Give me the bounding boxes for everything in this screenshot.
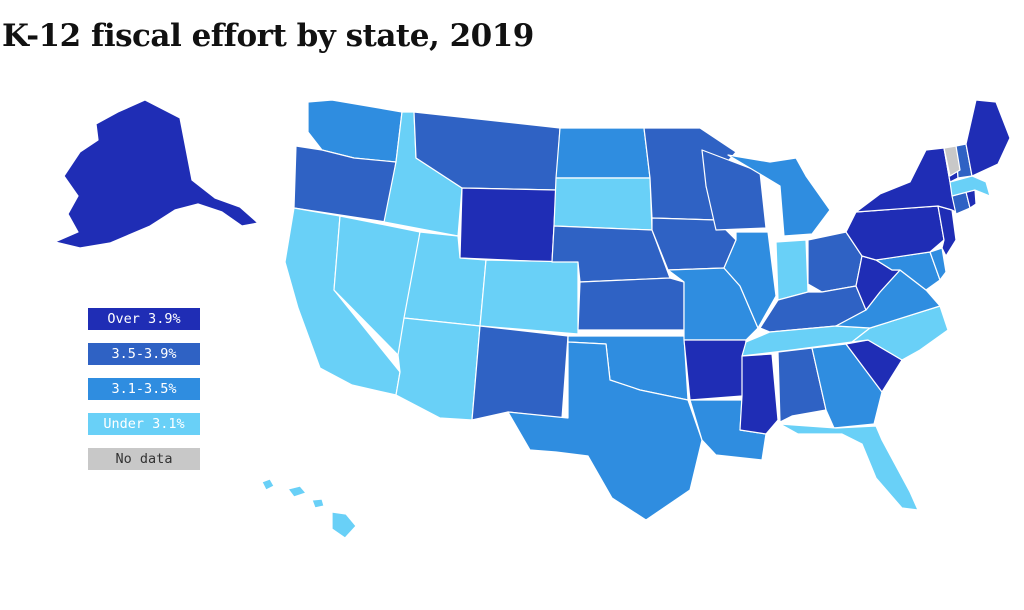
state-fl [779,423,919,511]
state-ny [855,147,957,213]
state-me [965,99,1011,177]
legend-item-under-3-1: Under 3.1% [88,413,200,435]
legend-item-r3-1-3-5: 3.1-3.5% [88,378,200,400]
state-ar [683,339,747,401]
state-mi [727,154,831,237]
state-wy [459,187,557,263]
state-nm [471,325,569,421]
state-in [775,239,809,301]
state-ks [577,277,685,331]
state-ms [739,353,779,435]
state-dc [943,145,961,177]
legend-item-no-data: No data [88,448,200,470]
legend-item-over-3-9: Over 3.9% [88,308,200,330]
state-de [929,247,947,281]
state-al [777,347,827,423]
legend-item-r3-5-3-9: 3.5-3.9% [88,343,200,365]
state-co [479,259,579,335]
state-il [723,231,777,329]
state-az [395,317,481,421]
state-hi [311,498,325,509]
state-nd [555,127,651,179]
state-hi [287,485,307,498]
state-hi [261,478,275,491]
state-ak [54,99,259,249]
map-legend: Over 3.9% 3.5-3.9% 3.1-3.5% Under 3.1% No da… [88,308,200,483]
state-sd [553,177,653,231]
map-title: K-12 fiscal effort by state, 2019 [2,18,534,54]
state-hi [331,511,357,539]
state-pa [845,205,945,261]
